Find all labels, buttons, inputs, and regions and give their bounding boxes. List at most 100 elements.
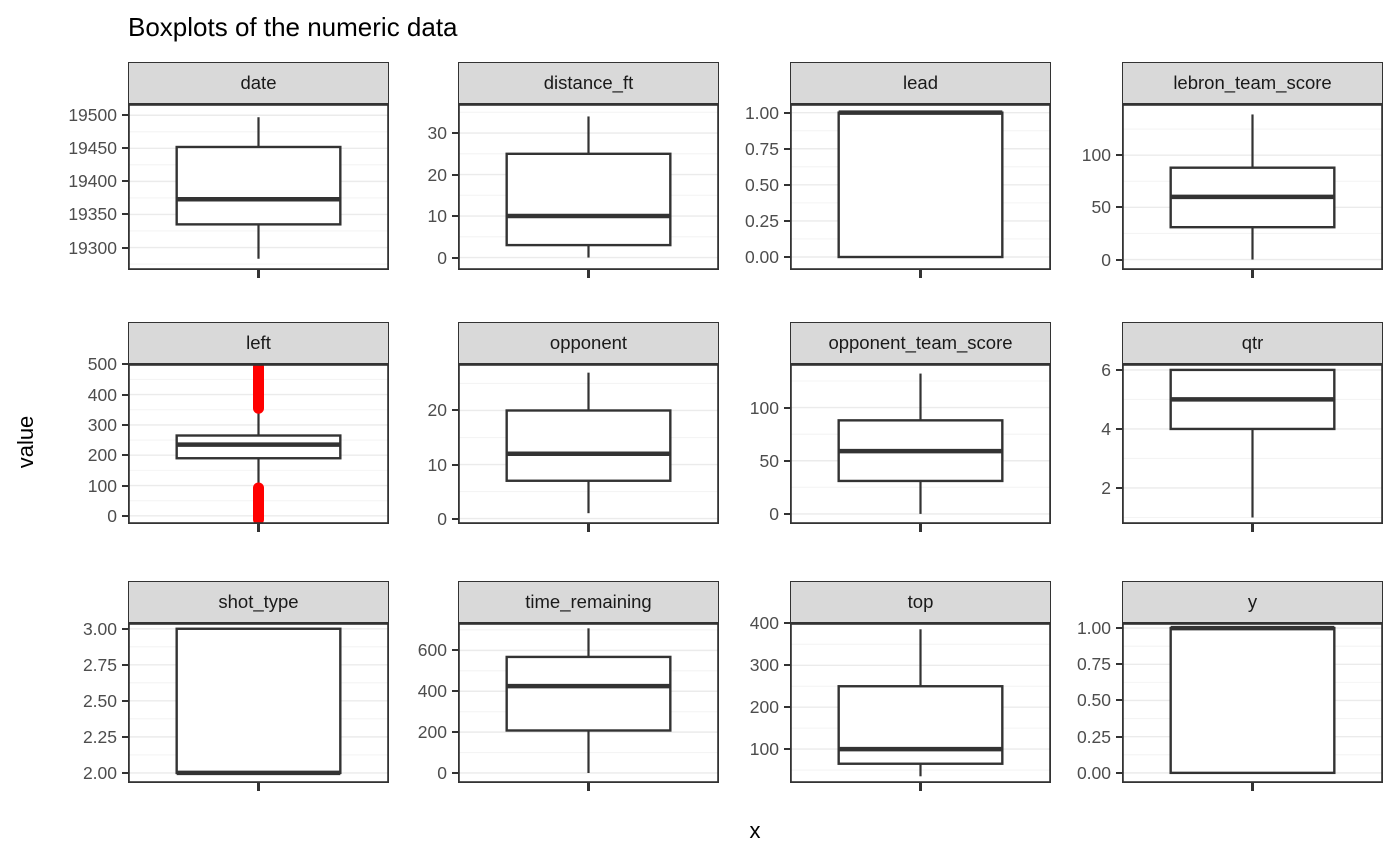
y-tick-mark bbox=[452, 517, 458, 520]
y-tick-mark bbox=[122, 423, 128, 426]
facet-label: opponent_team_score bbox=[828, 332, 1013, 353]
facet-distance_ft: distance_ft 0 10 20 30 bbox=[394, 62, 719, 280]
y-tick-mark bbox=[452, 731, 458, 734]
y-tick-label: 10 bbox=[427, 206, 447, 227]
x-tick-mark bbox=[257, 524, 260, 532]
x-tick-mark bbox=[919, 270, 922, 278]
y-tick-mark bbox=[122, 114, 128, 117]
y-tick-label: 0.75 bbox=[744, 138, 779, 159]
y-tick-mark bbox=[1116, 154, 1122, 157]
y-tick-label: 0 bbox=[107, 505, 117, 526]
boxplot-shot_type bbox=[128, 623, 389, 783]
y-tick-mark bbox=[1116, 771, 1122, 774]
y-tick-label: 0 bbox=[1101, 249, 1111, 270]
y-tick-label: 20 bbox=[427, 400, 447, 421]
facet-strip: time_remaining bbox=[458, 581, 719, 623]
y-tick-label: 2.75 bbox=[82, 654, 117, 675]
y-tick-mark bbox=[784, 406, 790, 409]
y-tick-label: 0.25 bbox=[744, 210, 779, 231]
y-tick-mark bbox=[122, 363, 128, 366]
y-tick-mark bbox=[1116, 735, 1122, 738]
y-tick-label: 2.50 bbox=[82, 690, 117, 711]
y-tick-label: 0 bbox=[437, 508, 447, 529]
x-tick-mark bbox=[1251, 783, 1254, 791]
y-tick-label: 19350 bbox=[68, 204, 117, 225]
y-tick-mark bbox=[122, 514, 128, 517]
facet-label: date bbox=[240, 72, 277, 93]
y-tick-label: 400 bbox=[87, 384, 117, 405]
y-tick-label: 200 bbox=[417, 722, 447, 743]
facet-strip: shot_type bbox=[128, 581, 389, 623]
box-iqr bbox=[505, 409, 672, 482]
y-tick-mark bbox=[784, 147, 790, 150]
boxplot-qtr bbox=[1122, 364, 1383, 524]
x-tick-mark bbox=[257, 270, 260, 278]
panel-border bbox=[790, 364, 1051, 524]
y-tick-label: 6 bbox=[1101, 359, 1111, 380]
y-tick-label: 0 bbox=[769, 503, 779, 524]
y-tick-mark bbox=[452, 132, 458, 135]
y-tick-mark bbox=[122, 454, 128, 457]
box-iqr bbox=[837, 685, 1004, 765]
y-tick-label: 0.00 bbox=[744, 247, 779, 267]
y-tick-label: 400 bbox=[417, 681, 447, 702]
y-tick-mark bbox=[122, 699, 128, 702]
facet-label: left bbox=[246, 332, 271, 353]
y-tick-mark bbox=[784, 459, 790, 462]
facet-qtr: qtr 2 4 6 bbox=[1058, 322, 1383, 534]
y-tick-label: 100 bbox=[87, 475, 117, 496]
y-tick-mark bbox=[452, 649, 458, 652]
y-tick-mark bbox=[452, 256, 458, 259]
y-tick-mark bbox=[452, 215, 458, 218]
y-tick-mark bbox=[122, 771, 128, 774]
y-tick-label: 200 bbox=[87, 445, 117, 466]
x-tick-mark bbox=[1251, 524, 1254, 532]
y-axis-title: value bbox=[13, 415, 38, 469]
facet-lead: lead 0.00 0.25 0.50 0.75 1.00 bbox=[726, 62, 1051, 280]
y-tick-label: 19400 bbox=[68, 171, 117, 192]
y-tick-mark bbox=[122, 663, 128, 666]
y-tick-mark bbox=[1116, 258, 1122, 261]
y-tick-label: 500 bbox=[87, 354, 117, 375]
panel-border bbox=[1122, 623, 1383, 783]
panel-border bbox=[458, 104, 719, 270]
facet-label: y bbox=[1247, 591, 1258, 612]
y-tick-label: 0.50 bbox=[1076, 690, 1111, 711]
y-tick-label: 300 bbox=[749, 655, 779, 676]
y-tick-mark bbox=[784, 622, 790, 625]
y-tick-label: 2.00 bbox=[82, 762, 117, 783]
y-tick-mark bbox=[784, 512, 790, 515]
y-tick-label: 0.25 bbox=[1076, 726, 1111, 747]
x-tick-mark bbox=[919, 783, 922, 791]
facet-strip: date bbox=[128, 62, 389, 104]
boxplot-lead bbox=[790, 104, 1051, 270]
boxplot-time_remaining bbox=[458, 623, 719, 783]
facet-strip: qtr bbox=[1122, 322, 1383, 364]
panel-border bbox=[790, 104, 1051, 270]
facet-label: lebron_team_score bbox=[1173, 72, 1332, 93]
panel-border bbox=[790, 623, 1051, 783]
x-tick-mark bbox=[587, 783, 590, 791]
facet-label: top bbox=[907, 591, 934, 612]
y-tick-mark bbox=[784, 111, 790, 114]
y-tick-label: 0.75 bbox=[1076, 654, 1111, 675]
y-tick-label: 19450 bbox=[68, 138, 117, 159]
y-tick-label: 2.25 bbox=[82, 726, 117, 747]
y-tick-mark bbox=[452, 409, 458, 412]
y-tick-label: 0.50 bbox=[744, 174, 779, 195]
y-tick-mark bbox=[784, 219, 790, 222]
facet-opponent_team_score: opponent_team_score 0 50 100 bbox=[726, 322, 1051, 534]
facet-time_remaining: time_remaining 0 200 400 600 bbox=[394, 581, 719, 793]
y-tick-label: 2 bbox=[1101, 477, 1111, 498]
panel-border bbox=[128, 364, 389, 524]
panel-border bbox=[458, 364, 719, 524]
y-tick-mark bbox=[452, 690, 458, 693]
y-tick-mark bbox=[122, 627, 128, 630]
facet-strip: y bbox=[1122, 581, 1383, 623]
y-tick-label: 19300 bbox=[68, 237, 117, 258]
facet-date: date 19300 19350 19400 19450 19500 bbox=[64, 62, 389, 280]
y-tick-label: 50 bbox=[759, 450, 779, 471]
x-tick-mark bbox=[587, 524, 590, 532]
y-tick-label: 1.00 bbox=[744, 102, 779, 123]
